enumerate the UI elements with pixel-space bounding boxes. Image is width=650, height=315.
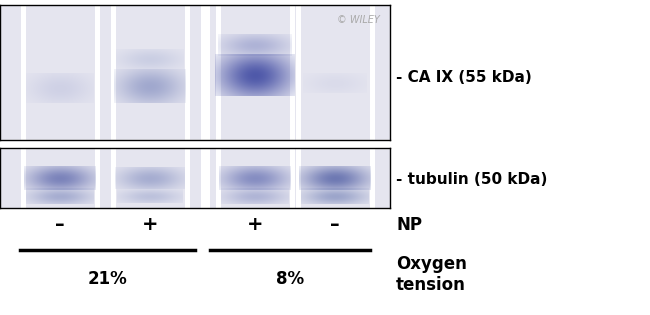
Text: - tubulin (50 kDa): - tubulin (50 kDa) xyxy=(396,173,547,187)
Text: NP: NP xyxy=(396,216,422,234)
Text: 8%: 8% xyxy=(276,270,304,288)
Text: 21%: 21% xyxy=(88,270,127,288)
Text: +: + xyxy=(247,215,263,234)
Text: © WILEY: © WILEY xyxy=(337,15,380,25)
Text: –: – xyxy=(55,215,65,234)
Text: - CA IX (55 kDa): - CA IX (55 kDa) xyxy=(396,70,532,85)
Text: Oxygen
tension: Oxygen tension xyxy=(396,255,467,294)
Text: –: – xyxy=(330,215,340,234)
Text: +: + xyxy=(142,215,158,234)
